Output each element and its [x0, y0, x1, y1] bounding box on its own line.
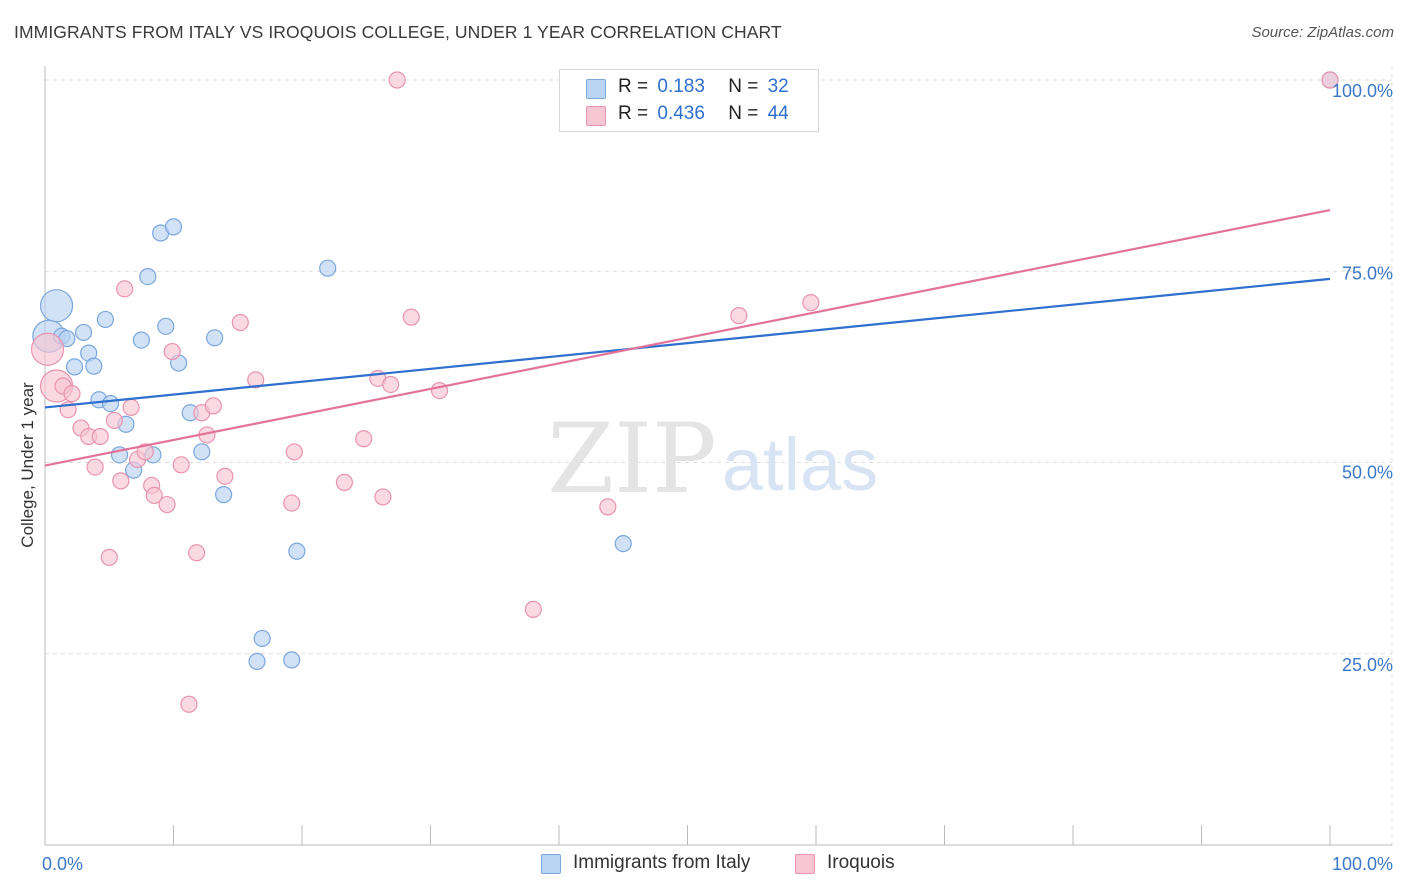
point-iroquois — [116, 280, 134, 298]
point-iroquois — [402, 308, 420, 326]
legend-r-value: 0.436 — [657, 103, 705, 124]
legend-r-value: 0.183 — [657, 76, 705, 97]
point-iroquois — [30, 332, 65, 366]
x-tick-label: 100.0% — [1332, 854, 1393, 874]
point-italy — [164, 218, 183, 236]
y-tick-label: 100.0% — [1332, 81, 1393, 101]
point-italy — [288, 542, 306, 560]
legend-n-label: N = — [728, 103, 759, 124]
point-iroquois — [355, 430, 373, 448]
point-italy — [253, 629, 271, 648]
point-iroquois — [63, 385, 81, 403]
point-iroquois — [802, 294, 820, 312]
point-italy — [39, 289, 74, 323]
trend-lines — [44, 208, 1331, 467]
point-iroquois — [204, 397, 222, 415]
point-iroquois — [105, 411, 123, 430]
legend-r-label: R = — [618, 76, 649, 97]
axes — [44, 66, 1392, 846]
source-label: Source: ZipAtlas.com — [1251, 24, 1394, 41]
x-tick-label: 0.0% — [42, 854, 83, 874]
point-italy — [132, 331, 150, 349]
point-iroquois — [285, 443, 303, 461]
point-iroquois — [158, 495, 176, 514]
point-italy — [319, 259, 337, 277]
point-italy — [193, 443, 211, 461]
point-iroquois — [86, 458, 104, 476]
y-tick-label: 75.0% — [1342, 263, 1393, 283]
point-iroquois — [524, 600, 542, 618]
legend-n-value: 44 — [767, 103, 789, 124]
watermark-atlas: atlas — [722, 423, 878, 506]
point-italy — [85, 357, 103, 375]
legend-text-italy: R = 0.183 N = 32 — [618, 76, 789, 98]
point-italy — [248, 652, 266, 671]
trend-line-italy — [44, 277, 1331, 409]
legend-r-label: R = — [618, 103, 649, 124]
point-iroquois — [180, 695, 198, 713]
point-iroquois — [382, 375, 400, 394]
point-iroquois — [216, 467, 234, 485]
point-iroquois — [100, 548, 118, 566]
bottom-legend-label-italy: Immigrants from Italy — [573, 852, 751, 873]
point-iroquois — [231, 313, 249, 332]
point-italy — [283, 651, 301, 669]
bottom-legend-swatch-italy — [541, 854, 561, 874]
grid-lines — [45, 66, 1393, 845]
point-iroquois — [247, 371, 265, 389]
y-axis-label: College, Under 1 year — [18, 382, 37, 548]
point-italy — [139, 268, 157, 286]
bottom-legend-label-iroquois: Iroquois — [827, 852, 895, 873]
legend-text-iroquois: R = 0.436 N = 44 — [618, 103, 789, 125]
watermark-zip: ZIP — [547, 403, 716, 515]
point-iroquois — [172, 456, 190, 474]
point-iroquois — [163, 342, 181, 361]
point-iroquois — [122, 398, 140, 417]
point-italy — [96, 310, 114, 329]
point-iroquois — [188, 544, 206, 562]
chart-title: IMMIGRANTS FROM ITALY VS IROQUOIS COLLEG… — [14, 22, 782, 42]
point-italy — [157, 317, 175, 335]
legend-swatch-iroquois — [586, 106, 606, 126]
legend-n-label: N = — [728, 76, 759, 97]
point-iroquois — [283, 494, 301, 512]
y-tick-label: 25.0% — [1342, 655, 1393, 675]
point-iroquois — [145, 486, 163, 504]
legend-swatch-italy — [586, 79, 606, 99]
point-italy — [101, 394, 120, 413]
legend: R = 0.183 N = 32 R = 0.436 N = 44 — [559, 69, 819, 132]
point-iroquois — [1321, 71, 1339, 89]
bottom-legend-swatch-iroquois — [795, 854, 815, 874]
y-tick-label: 50.0% — [1342, 463, 1393, 483]
point-italy — [614, 534, 632, 553]
point-iroquois — [335, 473, 354, 491]
point-iroquois — [374, 488, 392, 506]
point-iroquois — [730, 307, 748, 325]
point-iroquois — [599, 498, 617, 516]
point-iroquois — [136, 443, 154, 461]
watermark: ZIP atlas — [547, 403, 878, 515]
point-iroquois — [112, 472, 130, 490]
trend-line-iroquois — [44, 208, 1331, 467]
point-iroquois — [388, 71, 406, 89]
data-points — [30, 71, 1339, 713]
legend-n-value: 32 — [767, 76, 789, 97]
tick-labels: 25.0% 50.0% 75.0% 100.0% 0.0% 100.0% — [42, 81, 1393, 874]
point-italy — [215, 486, 233, 504]
point-italy — [206, 329, 224, 347]
point-italy — [74, 323, 93, 342]
point-iroquois — [91, 427, 109, 446]
point-italy — [65, 358, 84, 376]
